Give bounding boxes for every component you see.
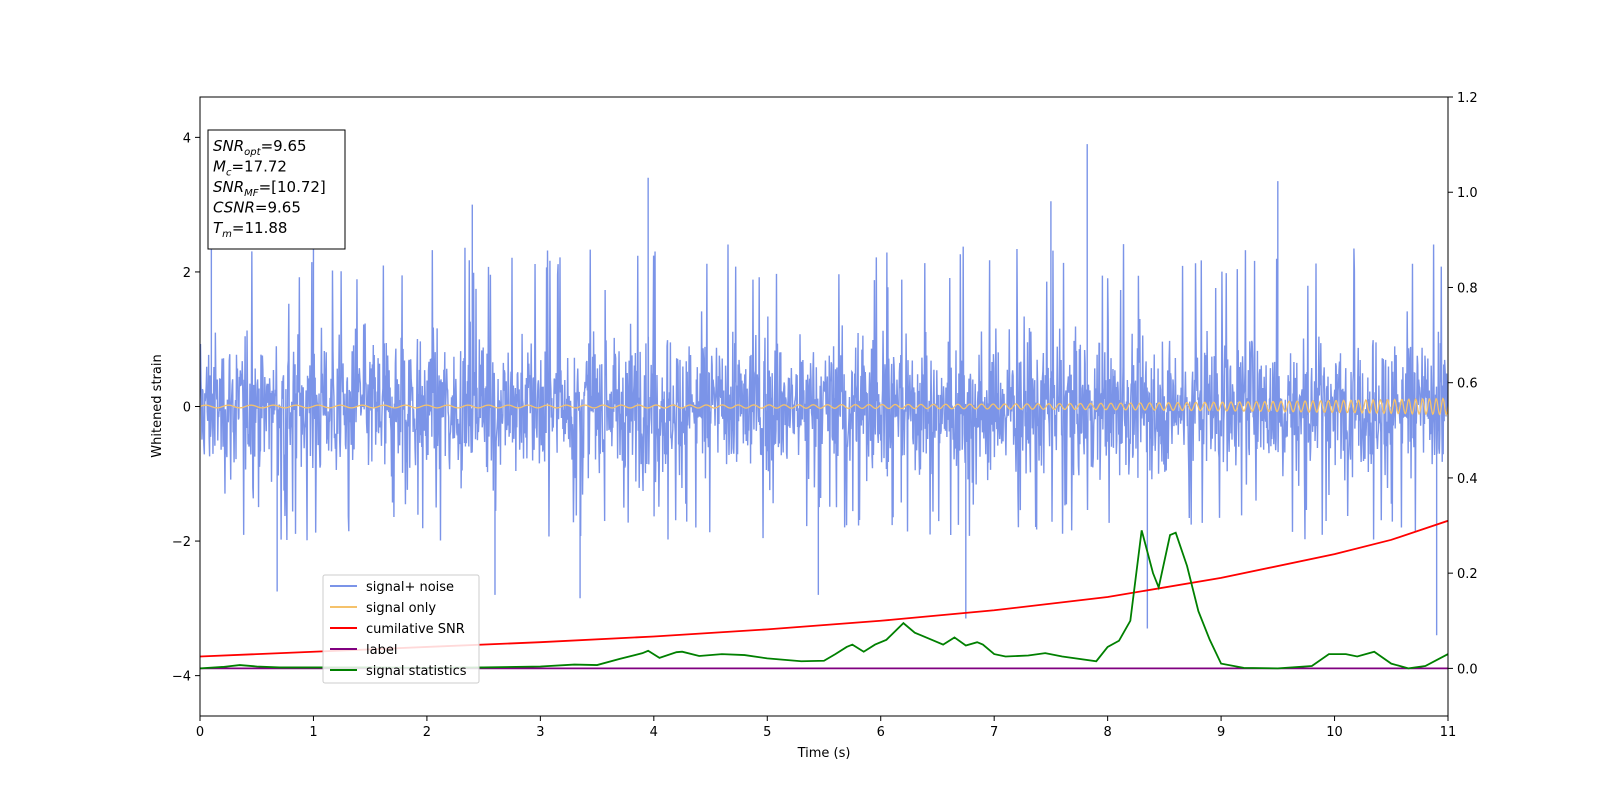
y-tick-label: 2 [183,266,191,281]
y2-tick-label: 0.6 [1457,377,1478,392]
x-axis: 0 1 2 3 4 5 6 7 8 9 10 11 [196,716,1456,740]
series-signal-statistics [200,530,1448,670]
y2-tick-label: 1.0 [1457,186,1478,201]
series-signal-only [200,397,1448,416]
legend-frame [322,574,480,684]
info-line: Tm=11.88 [213,219,287,240]
y2-tick-label: 0.8 [1457,281,1478,296]
series-layer [200,144,1448,670]
y2-tick-label: 1.2 [1457,91,1478,106]
x-tick-label: 9 [1217,725,1225,740]
y-tick-label: −2 [172,535,191,550]
x-tick-label: 2 [423,725,431,740]
y2-tick-label: 0.4 [1457,472,1478,487]
x-tick-label: 4 [650,725,658,740]
y-axis-right: 0.0 0.2 0.4 0.6 0.8 1.0 1.2 [1448,91,1478,677]
info-box-frame [207,129,346,250]
y-tick-label: 4 [183,131,191,146]
x-tick-label: 1 [309,725,317,740]
x-tick-label: 5 [763,725,771,740]
y-tick-label: 0 [183,401,191,416]
x-tick-label: 11 [1440,725,1457,740]
y-axis-left: −4 −2 0 2 4 [172,131,200,685]
info-line: SNRMF=[10.72] [213,178,326,199]
legend-entry-label: cumilative SNR [366,622,465,637]
legend: signal+ noise signal only cumilative SNR la… [322,574,480,684]
x-tick-label: 10 [1326,725,1343,740]
y2-tick-label: 0.2 [1457,567,1478,582]
info-line: CSNR=9.65 [213,199,301,217]
info-box: SNRopt=9.65Mc=17.72SNRMF=[10.72]CSNR=9.6… [207,129,346,250]
x-axis-label: Time (s) [797,746,851,761]
legend-entry-label: label [366,643,397,658]
x-tick-label: 8 [1103,725,1111,740]
x-tick-label: 0 [196,725,204,740]
legend-entry-label: signal only [366,601,436,616]
legend-entry-label: signal statistics [366,664,467,679]
series-signal-noise [200,144,1448,636]
x-tick-label: 3 [536,725,544,740]
y-tick-label: −4 [172,670,191,685]
x-tick-label: 7 [990,725,998,740]
info-line: Mc=17.72 [213,158,287,179]
x-tick-label: 6 [877,725,885,740]
y-axis-label: Whitened strain [150,354,165,457]
info-line: SNRopt=9.65 [213,137,307,158]
y2-tick-label: 0.0 [1457,662,1478,677]
legend-entry-label: signal+ noise [366,580,454,595]
